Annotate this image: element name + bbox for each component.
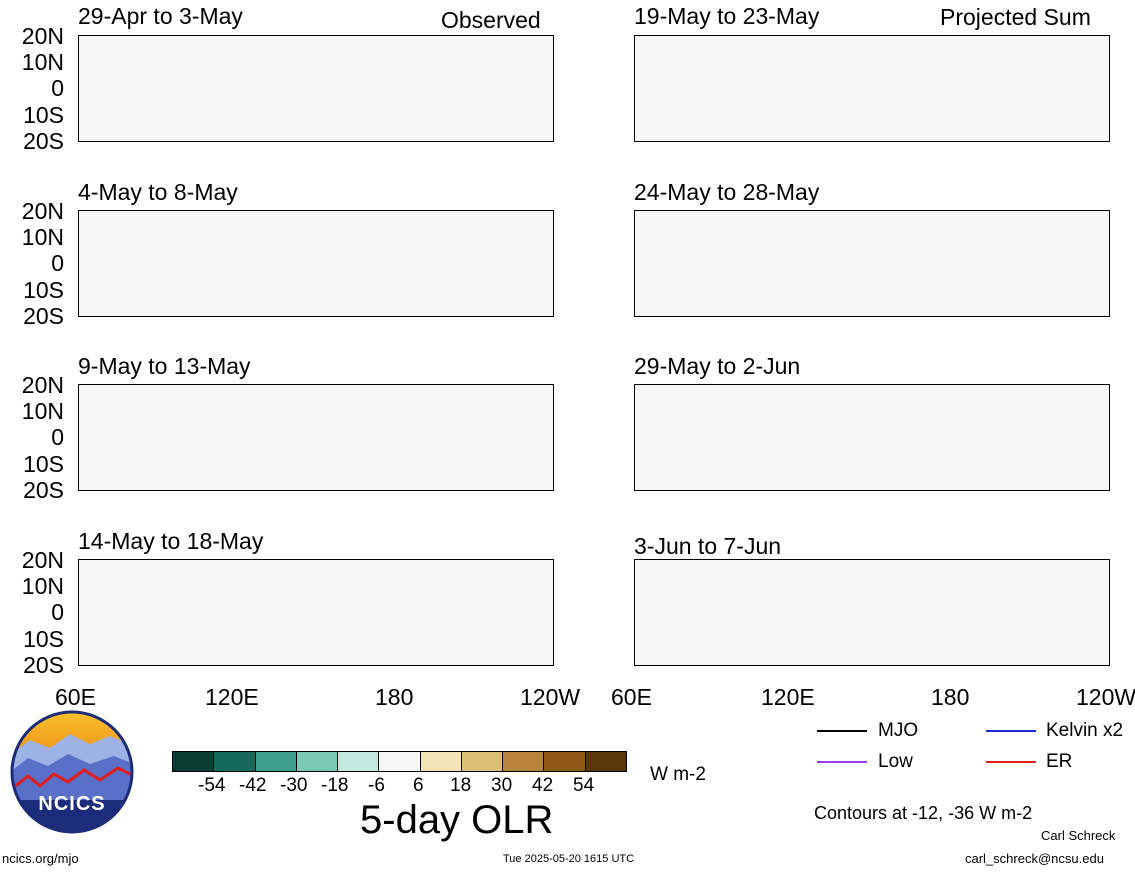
colorbar-swatch [379, 752, 421, 771]
olr-map-panel [634, 210, 1110, 317]
legend-line-mjo [817, 730, 867, 732]
contours-note: Contours at -12, -36 W m-2 [814, 803, 1033, 823]
olr-map-panel [634, 384, 1110, 491]
lat-label: 20N [21, 547, 64, 573]
colorbar-swatch [338, 752, 380, 771]
lat-label: 20S [23, 128, 64, 154]
panel-title-right-3: 29-May to 2-Jun [634, 353, 801, 379]
legend-label-kelvin: Kelvin x2 [1046, 720, 1124, 741]
olr-map-panel [634, 559, 1110, 666]
legend-label-mjo: MJO [878, 720, 919, 741]
lon-label: 180 [931, 684, 970, 710]
lat-label: 10N [21, 573, 64, 599]
lon-label: 60E [55, 684, 96, 710]
colorbar-swatch [503, 752, 545, 771]
lat-label: 20N [21, 198, 64, 224]
panel-title-left-3: 9-May to 13-May [78, 353, 251, 379]
colorbar-tick-label: 54 [573, 775, 595, 796]
lat-label: 10S [23, 277, 64, 303]
panel-title-right-4: 3-Jun to 7-Jun [634, 533, 782, 559]
lon-label: 120E [205, 684, 259, 710]
panel-title-left-4: 14-May to 18-May [78, 528, 264, 554]
colorbar-tick-label: 30 [491, 775, 513, 796]
legend-label-er: ER [1046, 751, 1073, 772]
lat-label: 20S [23, 652, 64, 678]
logo-text: NCICS [38, 793, 106, 815]
footer-email: carl_schreck@ncsu.edu [965, 851, 1104, 866]
lat-label: 10S [23, 451, 64, 477]
lon-label: 180 [375, 684, 414, 710]
lat-label: 20S [23, 477, 64, 503]
colorbar-tick-label: 42 [532, 775, 554, 796]
colorbar-tick-label: -30 [280, 775, 308, 796]
ncics-logo: NCICS [10, 710, 134, 834]
observed-label: Observed [441, 7, 541, 33]
lat-label: 10N [21, 224, 64, 250]
lon-label: 60E [611, 684, 652, 710]
panel-title-left-2: 4-May to 8-May [78, 179, 238, 205]
lat-label: 10S [23, 626, 64, 652]
lon-label: 120W [520, 684, 581, 710]
projected-sum-label: Projected Sum [940, 4, 1091, 30]
colorbar-swatch [461, 752, 504, 771]
lat-label: 10N [21, 398, 64, 424]
colorbar-tick-label: -6 [368, 775, 385, 796]
panel-title-right-1: 19-May to 23-May [634, 3, 820, 29]
lon-label: 120E [761, 684, 815, 710]
lat-label: 0 [51, 424, 64, 450]
panel-title-right-2: 24-May to 28-May [634, 179, 820, 205]
colorbar-tick-label: 18 [450, 775, 472, 796]
lat-label: 10S [23, 102, 64, 128]
lat-label: 10N [21, 49, 64, 75]
legend-label-low: Low [878, 751, 913, 772]
colorbar-swatch [585, 752, 626, 771]
legend-line-low [817, 761, 867, 763]
colorbar [172, 751, 627, 772]
panel-title-left-1: 29-Apr to 3-May [78, 3, 243, 29]
colorbar-units: W m-2 [650, 764, 706, 785]
lon-label: 120W [1076, 684, 1135, 710]
colorbar-tick-label: -42 [239, 775, 267, 796]
lat-label: 20N [21, 23, 64, 49]
colorbar-swatch [420, 752, 462, 771]
colorbar-swatch [544, 752, 586, 771]
olr-map-panel [78, 210, 554, 317]
colorbar-tick-label: 6 [413, 775, 424, 796]
colorbar-tick-label: -18 [321, 775, 349, 796]
lat-label: 0 [51, 75, 64, 101]
footer-url: ncics.org/mjo [2, 851, 79, 866]
chart-title: 5-day OLR [360, 798, 554, 842]
lat-label: 20N [21, 372, 64, 398]
legend-line-kelvin [986, 730, 1036, 732]
olr-map-panel [78, 384, 554, 491]
lat-label: 0 [51, 599, 64, 625]
olr-map-panel [78, 35, 554, 142]
lat-label: 0 [51, 250, 64, 276]
footer-timestamp: Tue 2025-05-20 1615 UTC [503, 853, 635, 865]
colorbar-swatch [214, 752, 256, 771]
colorbar-swatch [296, 752, 339, 771]
olr-map-panel [78, 559, 554, 666]
colorbar-tick-label: -54 [198, 775, 226, 796]
footer-author: Carl Schreck [1041, 828, 1116, 843]
olr-map-panel [634, 35, 1110, 142]
colorbar-swatch [255, 752, 297, 771]
legend-line-er [986, 761, 1036, 763]
lat-label: 20S [23, 303, 64, 329]
colorbar-swatch [173, 752, 215, 771]
